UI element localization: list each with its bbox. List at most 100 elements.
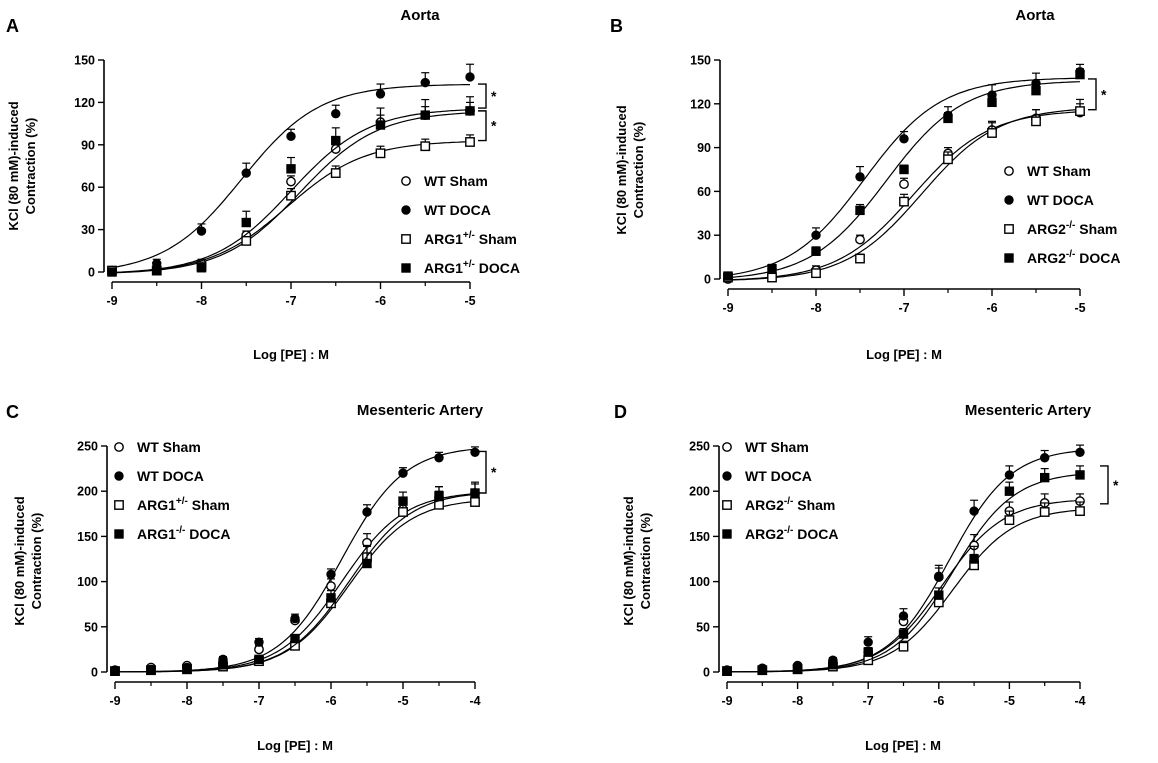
panel-b-data-point: [987, 97, 997, 108]
panel-d-data-point: [722, 666, 732, 676]
panel-c-data-point: [254, 654, 264, 665]
panel-a-data-point: [375, 120, 386, 130]
panel-b-legend-marker: [1004, 195, 1014, 205]
panel-b-y-label: KCl (80 mM)-induced Contraction (%): [614, 105, 646, 234]
panel-d-y-tick-label: 50: [696, 620, 710, 634]
panel-d-significance-bracket: *: [1100, 465, 1119, 505]
panel-b-data-point: [943, 154, 953, 165]
panel-d-legend-item: WT Sham: [722, 439, 809, 455]
panel-b-x-label: Log [PE] : M: [866, 347, 942, 362]
panel-b-data-point: [855, 253, 865, 264]
panel-d-data-point: [969, 506, 979, 516]
panel-c-data-point: [434, 491, 444, 501]
panel-a-y-tick-label: 90: [81, 138, 95, 152]
panel-b-data-point: [811, 230, 821, 240]
panel-c-legend-label: ARG1+/- Sham: [137, 496, 230, 513]
panel-b-x-tick-label: -7: [898, 301, 909, 315]
panel-d-legend-label: WT DOCA: [745, 468, 812, 484]
panel-c-legend-label: WT Sham: [137, 439, 201, 455]
panel-c-data-point: [470, 488, 480, 498]
panel-b-fit-curve: [727, 77, 1081, 276]
panel-a-legend-item: WT Sham: [401, 173, 488, 189]
panel-c-x-tick-label: -4: [469, 694, 480, 708]
panel-a-x-label: Log [PE] : M: [253, 347, 329, 362]
panel-d-data-point: [898, 641, 909, 652]
panel-a-fit-curve: [111, 109, 471, 274]
panel-a-x-tick-label: -7: [285, 294, 296, 308]
panel-c-y-label: KCl (80 mM)-induced Contraction (%): [12, 496, 44, 625]
panel-a-series: [107, 96, 475, 277]
panel-d-legend: WT Sham WT DOCA ARG2-/- Sham ARG2-/- DOCA: [722, 439, 838, 542]
panel-a-data-point: [465, 106, 475, 116]
panel-b-data-point: [987, 128, 997, 138]
panel-b-x-tick-label: -9: [722, 301, 733, 315]
panel-b-data-point: [899, 196, 909, 207]
panel-c-legend-item: ARG1+/- Sham: [114, 496, 230, 513]
panel-b-fit-curve: [727, 81, 1081, 279]
panel-d-legend-label: ARG2-/- DOCA: [745, 525, 838, 542]
panel-d-data-point: [1004, 470, 1015, 480]
panel-a-y-tick-label: 60: [81, 181, 95, 195]
panel-c-data-point: [290, 633, 300, 644]
panel-a-data-point: [375, 89, 386, 99]
panel-a-data-point: [465, 72, 475, 82]
panel-a-legend-marker: [401, 234, 411, 244]
panel-c-data-point: [398, 507, 408, 517]
panel-c-data-point: [218, 660, 228, 670]
panel-a-data-point: [331, 109, 341, 119]
panel-b-fit-curve: [727, 108, 1081, 281]
panel-c-x-tick-label: -7: [253, 694, 264, 708]
panel-c-letter: C: [6, 402, 19, 422]
panel-a-data-point: [286, 164, 296, 174]
panel-b-legend-marker: [1004, 166, 1014, 176]
panel-b-x-tick-label: -5: [1074, 301, 1085, 315]
panel-c-data-point: [398, 468, 408, 478]
panel-d-series: [722, 465, 1085, 676]
panel-a-legend-label: ARG1+/- DOCA: [424, 259, 520, 276]
panel-c-significance-bracket: *: [478, 450, 497, 494]
panel-a-significance-label: *: [491, 88, 497, 104]
panel-c-data-point: [326, 569, 336, 580]
panel-a-x-tick-label: -9: [106, 294, 117, 308]
panel-c-y-tick-label: 200: [77, 485, 98, 499]
panel-d-x-label: Log [PE] : M: [865, 738, 941, 753]
panel-c-legend-marker: [114, 500, 124, 510]
panel-a-data-point: [465, 137, 475, 147]
panel-b-x-tick-label: -6: [986, 301, 997, 315]
panel-a-fit-curve: [111, 141, 471, 274]
panel-a-legend-item: ARG1+/- DOCA: [401, 259, 520, 276]
panel-b-legend: WT Sham WT DOCA ARG2-/- Sham ARG2-/- DOCA: [1004, 163, 1120, 266]
panel-a-data-point: [375, 148, 386, 159]
panel-c-data-point: [434, 453, 444, 463]
panel-c-legend-label: ARG1-/- DOCA: [137, 525, 230, 542]
panel-a-title: Aorta: [400, 7, 440, 24]
panel-a-data-point: [331, 135, 341, 146]
panel-c-data-point: [254, 637, 264, 647]
panel-b-legend-label: ARG2-/- DOCA: [1027, 249, 1120, 266]
panel-c-legend-item: WT DOCA: [114, 468, 204, 484]
panel-a-legend-marker: [401, 263, 411, 273]
panel-b-data-point: [811, 268, 821, 279]
panel-c-data-point: [470, 447, 480, 458]
panel-b-legend-item: WT DOCA: [1004, 192, 1094, 208]
panel-c-y-tick-label: 0: [91, 666, 98, 680]
panel-a-series: [107, 134, 475, 276]
panel-b-y-tick-label: 90: [697, 141, 711, 155]
panel-c-data-point: [362, 507, 372, 517]
panel-c-legend-marker: [114, 529, 124, 539]
panel-a-data-point: [286, 131, 296, 142]
panel-b-y-tick-label: 30: [697, 229, 711, 243]
panel-c-x-tick-label: -5: [397, 694, 408, 708]
panel-c-legend-label: WT DOCA: [137, 468, 204, 484]
panel-c-significance-label: *: [491, 464, 497, 480]
panel-a-legend-marker: [401, 205, 411, 215]
panel-b-y-tick-label: 150: [690, 54, 711, 68]
panel-b-data-point: [811, 246, 821, 256]
panel-a-letter: A: [6, 16, 19, 36]
panel-a-legend-label: WT Sham: [424, 173, 488, 189]
panel-c-x-tick-label: -9: [109, 694, 120, 708]
panel-d-data-point: [1039, 507, 1050, 517]
panel-d-data-point: [1075, 470, 1085, 480]
panel-d-title: Mesenteric Artery: [965, 402, 1092, 419]
